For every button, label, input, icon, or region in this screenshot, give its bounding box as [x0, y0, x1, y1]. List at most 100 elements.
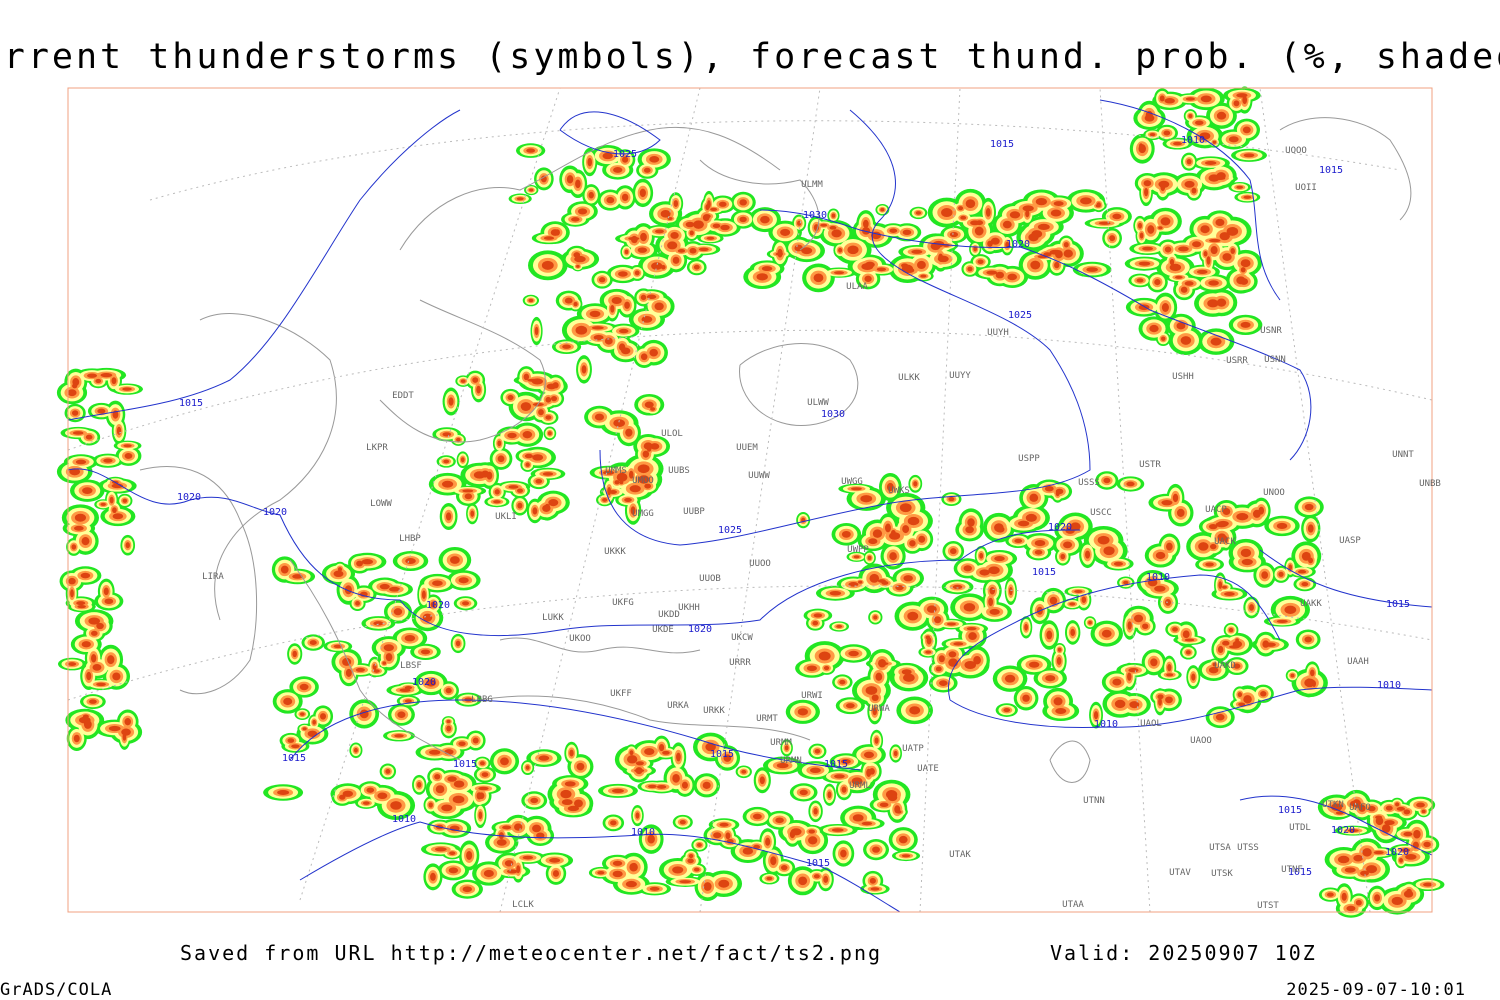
isobar-labels: 1025 1015 1010 1015 1030 1020 1025 1015 1030 1020…	[177, 135, 1410, 878]
shade-blob	[670, 232, 679, 239]
shade-blob	[292, 650, 297, 658]
shade-blob	[67, 389, 77, 397]
shade-blob	[1350, 800, 1360, 807]
shade-blob	[869, 877, 876, 884]
shade-blob	[353, 747, 358, 753]
shade-blob	[964, 660, 977, 670]
shade-blob	[693, 220, 704, 229]
shade-blob	[979, 569, 990, 576]
shade-blob	[287, 738, 295, 743]
shade-blob	[624, 249, 629, 255]
shade-blob	[1208, 524, 1218, 530]
lat-lon-grid	[67, 87, 1433, 913]
shade-blob	[611, 788, 624, 793]
shade-blob	[829, 591, 842, 596]
shade-blob	[713, 832, 722, 839]
shade-blob	[500, 757, 509, 766]
shade-blob	[614, 419, 623, 424]
shade-blob	[1396, 806, 1406, 811]
shade-blob	[1008, 586, 1013, 596]
shade-blob	[876, 267, 887, 272]
shade-blob	[1184, 281, 1194, 286]
station-label: URMT	[756, 714, 778, 724]
shade-blob	[907, 611, 919, 621]
shade-blob	[545, 415, 552, 420]
station-label: UWPP	[847, 545, 869, 555]
shade-blob	[573, 301, 578, 307]
shade-blob	[752, 813, 762, 820]
shade-blob	[602, 498, 608, 502]
shade-blob	[658, 743, 665, 752]
shade-blob	[506, 869, 518, 874]
station-label: UTST	[1257, 901, 1279, 911]
shade-blob	[960, 215, 967, 220]
shade-blob	[1113, 561, 1123, 566]
isobar-label: 1025	[718, 525, 742, 536]
shade-blob	[833, 271, 845, 275]
shade-blob	[1143, 180, 1152, 187]
shade-blob	[1053, 201, 1064, 207]
shade-blob	[643, 167, 651, 173]
shade-blob	[277, 790, 290, 795]
shade-blob	[1081, 596, 1087, 603]
shade-blob	[619, 328, 629, 334]
shade-blob	[1200, 95, 1212, 103]
shade-blob	[458, 741, 466, 746]
shade-blob	[741, 769, 747, 774]
shade-blob	[635, 767, 643, 775]
station-label: URKK	[703, 706, 725, 716]
shade-blob	[687, 858, 694, 864]
station-label: UASP	[1339, 536, 1361, 546]
shade-blob	[1416, 802, 1425, 808]
shade-blob	[1182, 630, 1190, 639]
shade-blob	[1228, 627, 1234, 633]
station-label: URML	[849, 781, 871, 791]
shade-blob	[643, 442, 653, 450]
shade-blob	[97, 408, 106, 414]
shade-blob	[77, 604, 86, 609]
shade-blob	[1003, 708, 1011, 713]
station-label: URMN	[780, 756, 802, 766]
shade-blob	[624, 301, 630, 309]
source-url: Saved from URL http://meteocenter.net/fa…	[180, 941, 882, 965]
shade-blob	[1055, 490, 1060, 497]
shade-blob	[1395, 802, 1400, 807]
shade-blob	[1101, 629, 1112, 638]
shade-blob	[1158, 697, 1162, 706]
shade-blob	[299, 712, 305, 716]
shade-blob	[1112, 678, 1122, 686]
shade-blob	[1222, 253, 1232, 261]
shade-blob	[776, 762, 789, 769]
shade-blob	[478, 811, 483, 820]
shade-blob	[87, 373, 98, 378]
shade-blob	[1035, 197, 1048, 206]
station-label: ULWW	[807, 398, 829, 408]
shade-blob	[1169, 258, 1175, 266]
shade-blob	[89, 699, 97, 704]
shade-blob	[1103, 477, 1111, 484]
shade-blob	[460, 457, 465, 463]
shade-blob	[766, 876, 773, 881]
shade-blob	[1166, 542, 1173, 551]
shade-blob	[1301, 551, 1311, 561]
shade-blob	[434, 847, 447, 852]
shade-blob	[739, 216, 747, 223]
shade-blob	[530, 797, 539, 804]
shade-blob	[548, 499, 559, 507]
shade-blob	[1070, 628, 1075, 637]
shade-blob	[1098, 221, 1111, 225]
shade-blob	[863, 751, 875, 759]
shade-blob	[435, 785, 445, 794]
shade-blob	[524, 453, 533, 459]
shade-blob	[536, 832, 545, 839]
shade-blob	[1060, 553, 1066, 560]
shade-blob	[989, 608, 1000, 615]
shade-blob	[1063, 241, 1069, 248]
shade-blob	[869, 573, 880, 583]
shade-blob	[76, 601, 86, 606]
shade-blob	[862, 227, 871, 235]
shade-blob	[430, 872, 436, 881]
station-label: UUOB	[699, 574, 721, 584]
shade-blob	[649, 886, 660, 891]
shade-blob	[1095, 204, 1101, 208]
